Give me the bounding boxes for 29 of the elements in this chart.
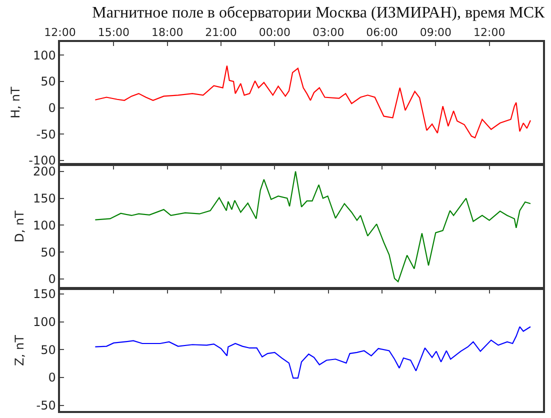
y-tick-label: 150 — [32, 191, 56, 206]
y-tick-label: 0 — [48, 100, 56, 115]
y-tick-label: 150 — [32, 287, 56, 302]
y-axis-title: D, nT — [12, 210, 27, 242]
line-series — [94, 170, 532, 282]
y-tick-label: -50 — [36, 127, 56, 142]
line-series — [94, 65, 532, 138]
x-tick-label: 03:00 — [312, 26, 344, 39]
x-tick-label: 12:00 — [44, 26, 76, 39]
x-tick-label: 09:00 — [420, 26, 452, 39]
y-tick-label: 50 — [40, 342, 56, 357]
chart-title: Магнитное поле в обсерватории Москва (ИЗМИРАН), время МСК — [92, 4, 546, 22]
x-tick-label: 15:00 — [98, 26, 130, 39]
x-tick-label: 06:00 — [366, 26, 398, 39]
x-tick-label: 18:00 — [151, 26, 184, 39]
y-tick-label: 100 — [32, 48, 56, 62]
y-tick-label: -50 — [36, 398, 56, 413]
y-tick-label: 50 — [40, 245, 56, 260]
x-tick-label: 12:00 — [473, 26, 506, 39]
y-tick-label: 50 — [40, 74, 56, 89]
y-tick-label: 0 — [48, 370, 56, 385]
y-tick-label: 100 — [32, 314, 56, 329]
y-tick-label: 0 — [48, 272, 56, 286]
y-axis-title: Z, nT — [12, 334, 27, 366]
line-series — [94, 326, 532, 379]
y-axis-title: H, nT — [8, 86, 22, 118]
x-tick-label: 21:00 — [205, 26, 237, 39]
x-tick-label: 00:00 — [258, 26, 291, 39]
y-tick-label: 100 — [32, 218, 56, 232]
